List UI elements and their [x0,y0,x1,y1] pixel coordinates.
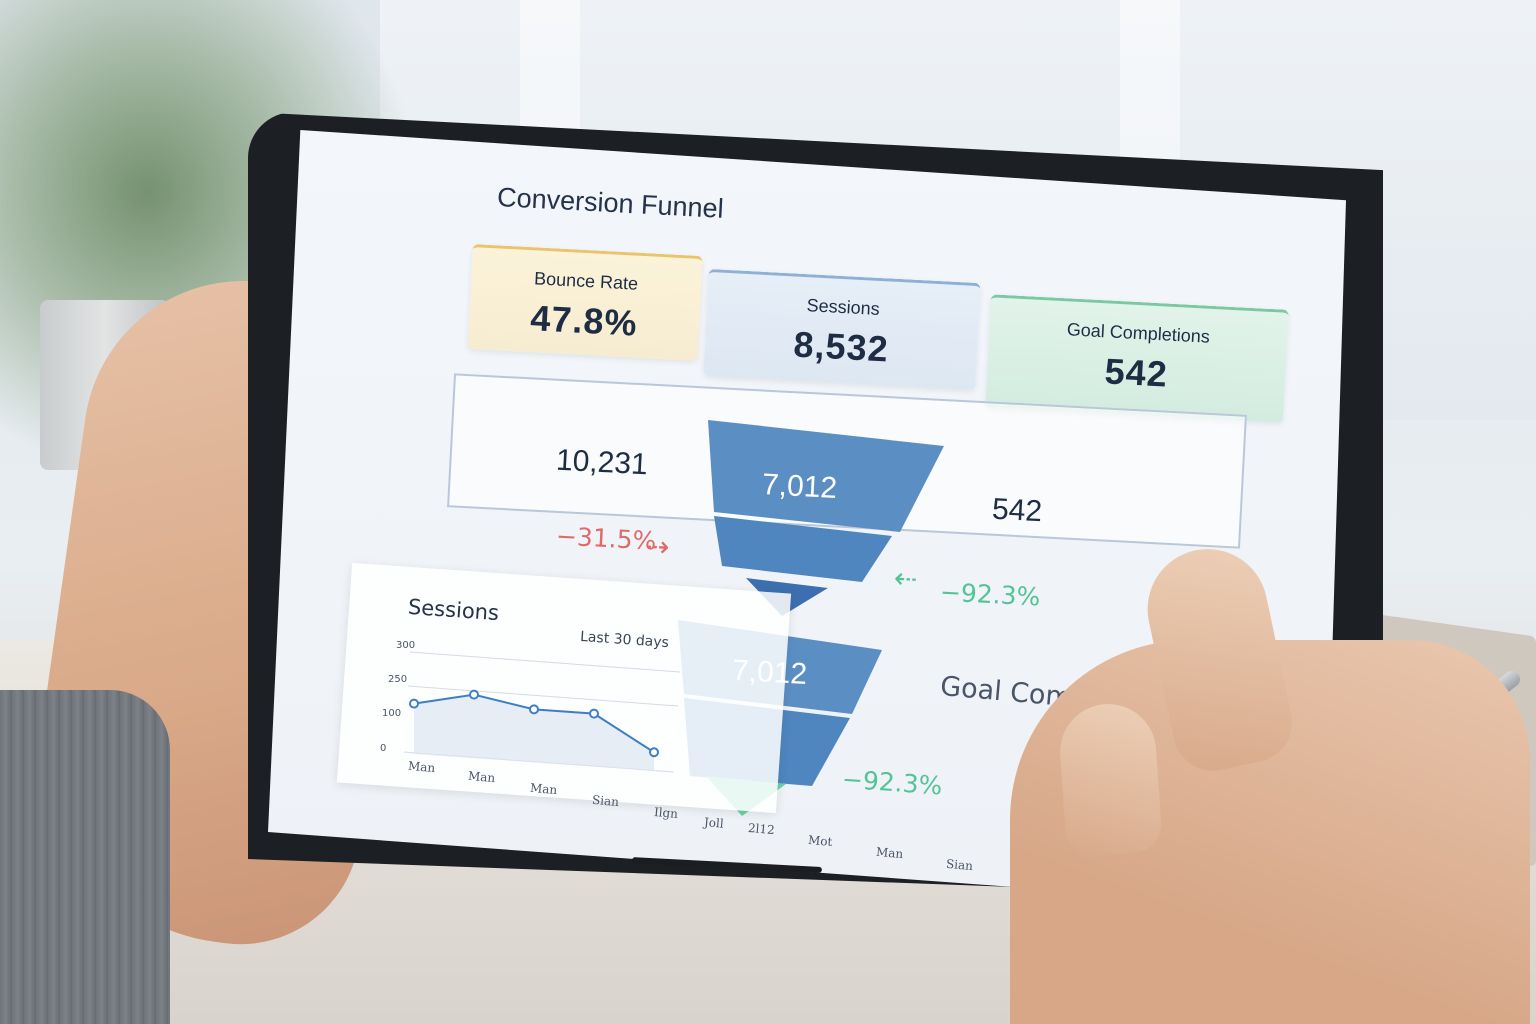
x-tick-label: Mot [807,832,833,850]
y-tick-label: 100 [382,708,402,719]
y-tick-label: 300 [396,640,416,651]
x-tick-label: Sian [945,856,974,874]
x-tick-label: Joll [703,815,725,831]
gridline [407,685,679,707]
sessions-data-point[interactable] [649,747,659,758]
sessions-data-point[interactable] [589,708,599,719]
sessions-data-point[interactable] [409,698,419,709]
x-tick-label: Man [875,844,904,862]
y-tick-label: 0 [380,743,387,754]
x-tick-label: Man [529,780,558,798]
sessions-data-point[interactable] [529,704,539,715]
sessions-data-point[interactable] [469,689,479,700]
y-tick-label: 250 [388,674,408,685]
gridline [409,651,681,673]
funnel-stage-middle [714,516,892,582]
x-tick-label: Man [407,758,436,776]
x-tick-label: Man [467,768,496,786]
funnel-stage-top [708,420,944,532]
x-tick-label: Sian [591,792,620,810]
thumb [1056,700,1164,858]
x-tick-label: 2l12 [747,820,776,838]
x-tick-label: Ilgn [653,804,679,822]
sweater-sleeve [0,690,170,1024]
